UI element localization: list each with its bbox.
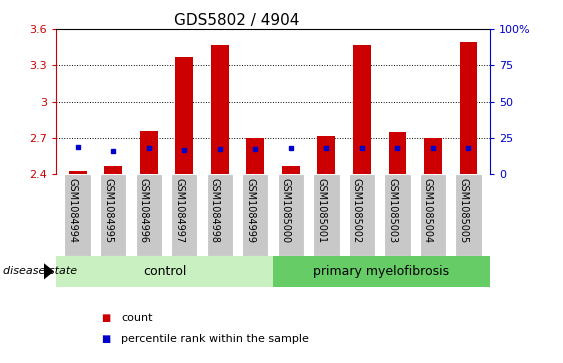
Bar [424, 138, 442, 174]
Bar [136, 174, 162, 256]
Text: percentile rank within the sample: percentile rank within the sample [121, 334, 309, 344]
Text: primary myelofibrosis: primary myelofibrosis [314, 265, 449, 278]
Text: GSM1084997: GSM1084997 [174, 178, 184, 244]
Text: GSM1084994: GSM1084994 [68, 178, 78, 243]
Bar [247, 138, 264, 174]
Text: ■: ■ [101, 313, 110, 323]
Polygon shape [44, 263, 54, 280]
Bar [273, 256, 490, 287]
Text: GSM1085002: GSM1085002 [352, 178, 362, 244]
Bar [313, 174, 339, 256]
Bar [348, 174, 375, 256]
Bar [455, 174, 481, 256]
Bar [140, 131, 158, 174]
Text: GSM1084995: GSM1084995 [103, 178, 113, 244]
Text: ■: ■ [101, 334, 110, 344]
Text: control: control [143, 265, 186, 278]
Bar [56, 256, 273, 287]
Bar [65, 174, 91, 256]
Bar [175, 57, 193, 174]
Bar [388, 132, 406, 174]
Bar [385, 174, 410, 256]
Bar [207, 174, 233, 256]
Text: GDS5802 / 4904: GDS5802 / 4904 [174, 13, 299, 28]
Bar [318, 135, 335, 174]
Bar [353, 45, 371, 174]
Bar [282, 166, 300, 174]
Text: GSM1085003: GSM1085003 [387, 178, 397, 244]
Text: GSM1085000: GSM1085000 [281, 178, 291, 244]
Text: GSM1084998: GSM1084998 [210, 178, 220, 243]
Bar [278, 174, 304, 256]
Text: GSM1084996: GSM1084996 [138, 178, 149, 243]
Text: disease state: disease state [3, 266, 77, 276]
Bar [242, 174, 269, 256]
Text: GSM1085004: GSM1085004 [423, 178, 433, 244]
Text: GSM1084999: GSM1084999 [245, 178, 255, 243]
Text: GSM1085005: GSM1085005 [458, 178, 468, 244]
Text: count: count [121, 313, 153, 323]
Bar [171, 174, 198, 256]
Bar [459, 42, 477, 174]
Bar [69, 171, 87, 174]
Text: GSM1085001: GSM1085001 [316, 178, 327, 244]
Bar [211, 45, 229, 174]
Bar [104, 166, 122, 174]
Bar [100, 174, 126, 256]
Bar [420, 174, 446, 256]
